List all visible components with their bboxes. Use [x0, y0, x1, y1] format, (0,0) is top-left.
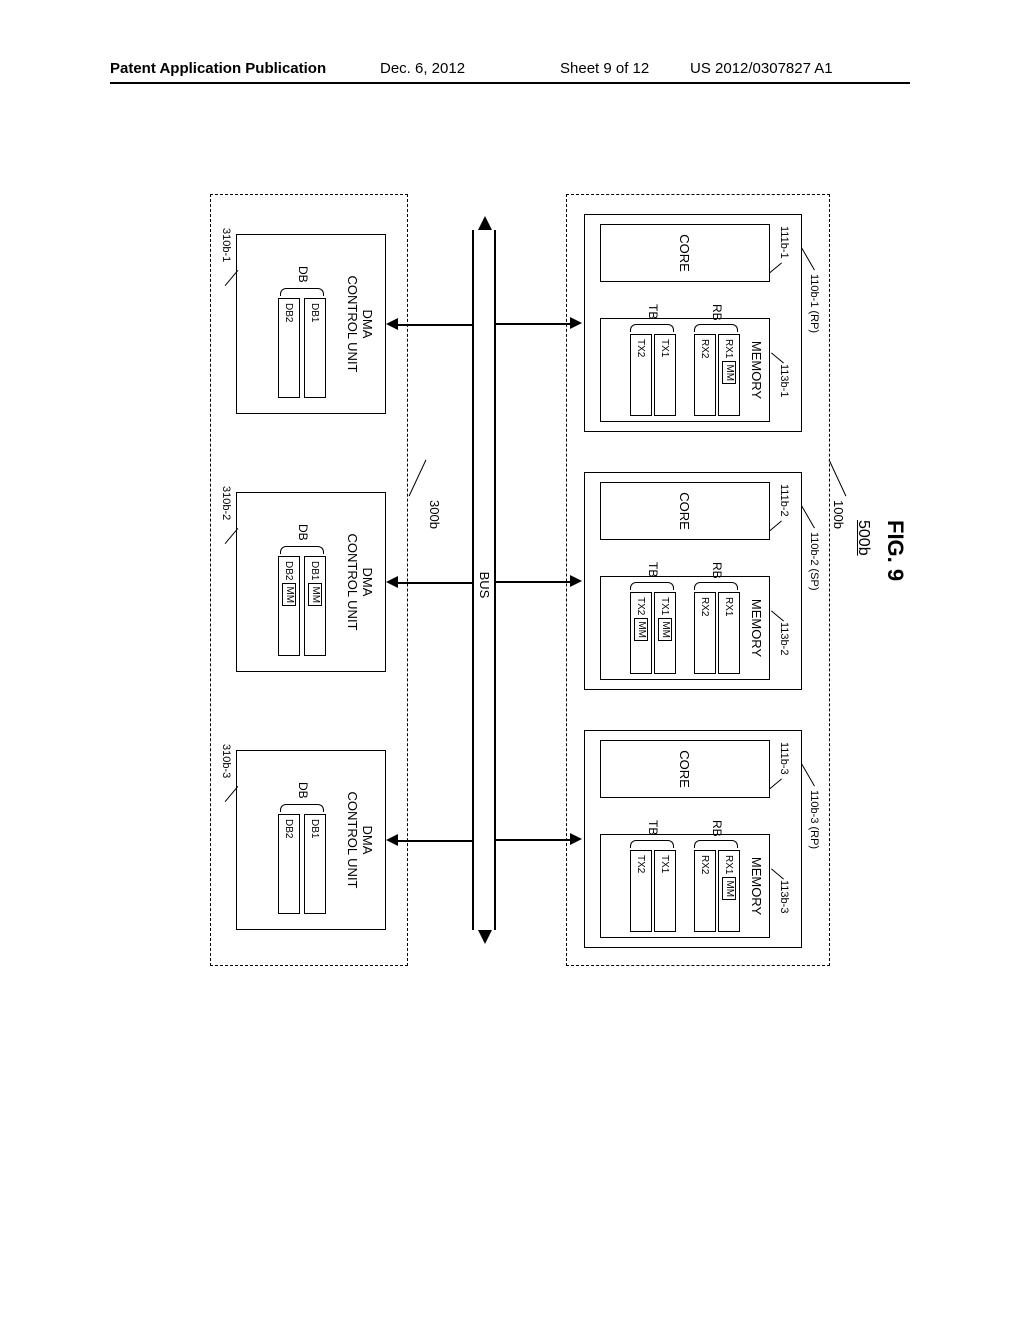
bus-connector [496, 323, 572, 325]
core-box: CORE [600, 482, 770, 540]
figure-ref: 500b [854, 520, 872, 556]
processor-ref: 110b-1 (RP) [808, 274, 820, 333]
rx-buffer: RX1MM [718, 850, 740, 932]
rb-label: RB [710, 820, 724, 837]
tb-label: TB [646, 304, 660, 319]
tx-buffer: TX1 [654, 850, 676, 932]
bus-connector [396, 840, 474, 842]
pub-label: Patent Application Publication [110, 60, 326, 77]
dma-title: DMA CONTROL UNIT [342, 750, 378, 930]
leadline [409, 460, 427, 497]
tb-label: TB [646, 820, 660, 835]
tx-buffer: TX2MM [630, 592, 652, 674]
top-block-ref: 100b [831, 500, 846, 529]
db-buffer: DB1MM [304, 556, 326, 656]
rb-brace [694, 840, 738, 848]
db-brace [280, 804, 324, 812]
bus-arrow-down [386, 318, 398, 330]
tx-buffer: TX2 [630, 850, 652, 932]
memory-ref: 113b-3 [778, 880, 790, 913]
memory-label: MEMORY [749, 834, 764, 938]
db-buffer: DB2 [278, 298, 300, 398]
tb-brace [630, 324, 674, 332]
rb-brace [694, 324, 738, 332]
header-divider [110, 82, 910, 84]
pub-code: US 2012/0307827 A1 [690, 60, 833, 77]
processor-ref: 110b-2 (SP) [808, 532, 820, 591]
leadline [829, 460, 847, 497]
tb-brace [630, 582, 674, 590]
bus-connector [396, 324, 474, 326]
pub-date: Dec. 6, 2012 [380, 60, 465, 77]
rb-brace [694, 582, 738, 590]
db-buffer: DB1 [304, 814, 326, 914]
core-box: CORE [600, 224, 770, 282]
memory-label: MEMORY [749, 318, 764, 422]
memory-box [600, 318, 770, 422]
tb-brace [630, 840, 674, 848]
rx-buffer: RX1MM [718, 334, 740, 416]
bus-connector [496, 839, 572, 841]
db-buffer: DB2 [278, 814, 300, 914]
db-buffer: DB2MM [278, 556, 300, 656]
core-ref: 111b-1 [778, 226, 790, 259]
db-brace [280, 288, 324, 296]
figure-title: FIG. 9 [882, 520, 908, 581]
rx-buffer: RX1 [718, 592, 740, 674]
rx-buffer: RX2 [694, 592, 716, 674]
db-brace [280, 546, 324, 554]
memory-box [600, 834, 770, 938]
db-buffer: DB1 [304, 298, 326, 398]
tx-buffer: TX1MM [654, 592, 676, 674]
dma-title: DMA CONTROL UNIT [342, 234, 378, 414]
memory-box [600, 576, 770, 680]
db-label: DB [296, 524, 310, 541]
bus-arrow-right [478, 930, 492, 944]
bus-line-top [494, 230, 496, 930]
tx-buffer: TX1 [654, 334, 676, 416]
dma-title: DMA CONTROL UNIT [342, 492, 378, 672]
sheet-number: Sheet 9 of 12 [560, 60, 649, 77]
bus-arrow-down [386, 576, 398, 588]
bot-block-ref: 300b [427, 500, 442, 529]
bus-line-bot [472, 230, 474, 930]
dma-ref: 310b-3 [220, 744, 232, 778]
rx-buffer: RX2 [694, 334, 716, 416]
memory-label: MEMORY [749, 576, 764, 680]
memory-ref: 113b-2 [778, 622, 790, 655]
db-label: DB [296, 266, 310, 283]
memory-ref: 113b-1 [778, 364, 790, 397]
rb-label: RB [710, 304, 724, 321]
dma-ref: 310b-2 [220, 486, 232, 520]
core-ref: 111b-2 [778, 484, 790, 517]
bus-arrow-left [478, 216, 492, 230]
rx-buffer: RX2 [694, 850, 716, 932]
core-ref: 111b-3 [778, 742, 790, 775]
bus-connector [496, 581, 572, 583]
tx-buffer: TX2 [630, 334, 652, 416]
bus-label: BUS [477, 560, 492, 610]
tb-label: TB [646, 562, 660, 577]
core-box: CORE [600, 740, 770, 798]
db-label: DB [296, 782, 310, 799]
dma-ref: 310b-1 [220, 228, 232, 262]
rb-label: RB [710, 562, 724, 579]
bus-connector [396, 582, 474, 584]
figure-area: FIG. 9 500b 100b 110b-1 (RP)CORE111b-1ME… [118, 190, 888, 980]
processor-ref: 110b-3 (RP) [808, 790, 820, 849]
bus-arrow-down [386, 834, 398, 846]
